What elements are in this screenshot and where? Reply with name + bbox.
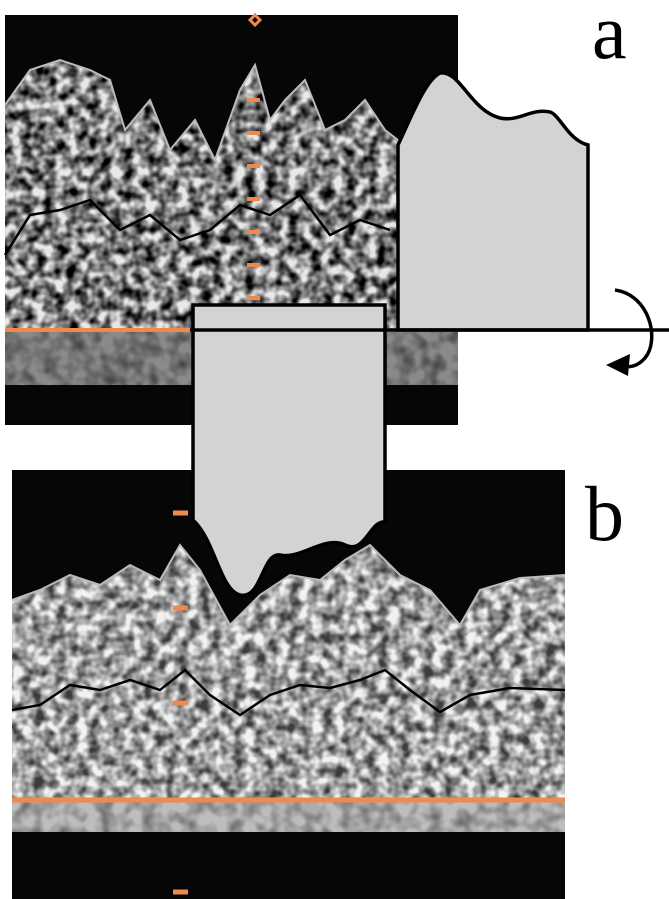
profile-a: [398, 73, 588, 330]
reverse-texture: [12, 800, 565, 832]
arrow-head: [606, 354, 630, 376]
panel-label: a: [592, 0, 627, 75]
figure: a b: [0, 0, 669, 899]
panel-label: b: [585, 470, 624, 557]
